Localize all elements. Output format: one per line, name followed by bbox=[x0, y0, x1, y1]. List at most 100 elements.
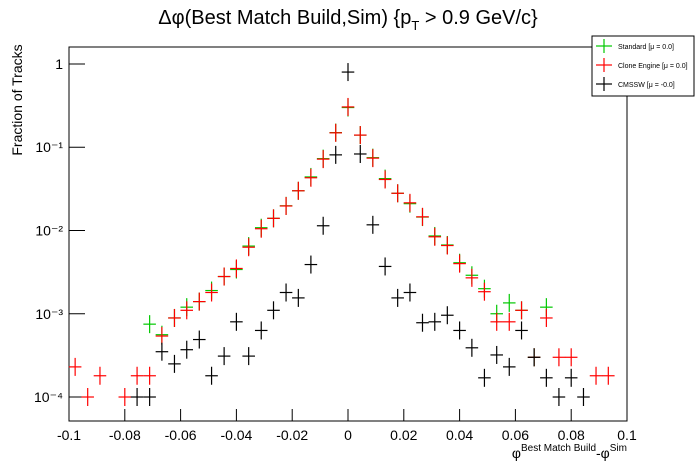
data-point bbox=[304, 255, 318, 274]
data-point bbox=[441, 306, 454, 325]
data-point bbox=[490, 345, 503, 364]
x-tick-label: 0 bbox=[344, 427, 352, 443]
legend-marker bbox=[596, 58, 612, 72]
data-point bbox=[577, 388, 590, 407]
data-point bbox=[242, 238, 255, 257]
x-tick-label: -0.02 bbox=[276, 427, 308, 443]
data-point bbox=[564, 368, 578, 387]
data-point bbox=[329, 123, 343, 142]
data-point bbox=[515, 321, 528, 340]
data-point bbox=[366, 215, 380, 234]
data-point bbox=[193, 292, 206, 311]
data-point bbox=[81, 388, 94, 407]
data-point bbox=[366, 149, 380, 168]
data-point bbox=[180, 301, 194, 320]
data-point bbox=[143, 366, 156, 385]
legend-marker bbox=[596, 39, 612, 53]
data-point bbox=[68, 357, 82, 376]
data-point bbox=[254, 321, 268, 340]
x-tick-label: -0.08 bbox=[109, 427, 141, 443]
data-point bbox=[403, 193, 417, 212]
data-point bbox=[478, 368, 491, 387]
data-point bbox=[540, 308, 553, 327]
x-tick-label: 0.02 bbox=[390, 427, 417, 443]
data-point bbox=[168, 308, 181, 327]
data-point bbox=[441, 236, 454, 255]
data-point bbox=[564, 348, 578, 367]
data-point bbox=[527, 348, 541, 367]
data-point bbox=[341, 97, 355, 116]
data-point bbox=[428, 312, 442, 331]
data-point bbox=[130, 366, 144, 385]
x-tick-label: -0.1 bbox=[57, 427, 81, 443]
data-point bbox=[490, 312, 503, 331]
data-point bbox=[552, 388, 566, 407]
data-point bbox=[403, 283, 417, 302]
data-point bbox=[515, 301, 528, 320]
data-point bbox=[130, 388, 144, 407]
data-point bbox=[540, 368, 553, 387]
legend-label: CMSSW [μ = -0.0] bbox=[618, 82, 675, 89]
data-point bbox=[279, 196, 293, 215]
x-tick-label: 0.08 bbox=[558, 427, 585, 443]
data-point bbox=[267, 209, 280, 228]
x-tick-label: 0.04 bbox=[446, 427, 473, 443]
data-point bbox=[217, 347, 231, 366]
data-point bbox=[552, 348, 566, 367]
data-point bbox=[304, 168, 318, 187]
data-point bbox=[341, 63, 355, 82]
data-point bbox=[143, 388, 156, 407]
y-tick-label: 10⁻² bbox=[35, 223, 63, 239]
y-tick-label: 10⁻³ bbox=[35, 306, 63, 322]
data-point bbox=[267, 301, 280, 320]
data-point bbox=[316, 150, 330, 169]
data-point bbox=[205, 366, 218, 385]
data-point bbox=[205, 283, 218, 302]
data-point bbox=[416, 207, 429, 226]
data-point bbox=[93, 366, 107, 385]
data-point bbox=[217, 267, 231, 286]
y-axis-label: Fraction of Tracks bbox=[9, 44, 25, 155]
data-point bbox=[292, 181, 305, 200]
data-point bbox=[254, 219, 268, 238]
data-point bbox=[502, 357, 516, 376]
data-point bbox=[378, 257, 392, 276]
data-point bbox=[453, 254, 466, 273]
data-point bbox=[416, 313, 429, 332]
data-point bbox=[155, 327, 169, 346]
series bbox=[130, 63, 590, 407]
data-point bbox=[193, 330, 206, 349]
data-point bbox=[230, 312, 243, 331]
legend-marker bbox=[596, 77, 612, 91]
y-tick-label: 10⁻¹ bbox=[35, 139, 63, 155]
data-point bbox=[292, 288, 305, 307]
data-point bbox=[502, 312, 516, 331]
data-point bbox=[502, 293, 516, 312]
data-point bbox=[602, 366, 615, 385]
x-axis-label: φBest Match Build-φSim bbox=[512, 443, 627, 461]
data-point bbox=[118, 388, 132, 407]
data-point bbox=[168, 354, 181, 373]
data-point bbox=[391, 184, 404, 203]
data-point bbox=[353, 144, 367, 163]
data-point bbox=[329, 145, 343, 164]
legend-label: Clone Engine [μ = 0.0] bbox=[618, 63, 688, 70]
legend-label: Standard [μ = 0.0] bbox=[618, 44, 674, 51]
data-point bbox=[465, 268, 479, 287]
data-point bbox=[453, 321, 466, 340]
data-point bbox=[465, 338, 479, 357]
data-point bbox=[391, 288, 404, 307]
x-tick-label: 0.1 bbox=[617, 427, 637, 443]
data-point bbox=[589, 366, 603, 385]
data-point bbox=[180, 340, 194, 359]
data-point bbox=[230, 259, 243, 278]
series bbox=[68, 97, 615, 407]
x-tick-label: -0.06 bbox=[165, 427, 197, 443]
data-point bbox=[478, 282, 491, 301]
chart-title: Δφ(Best Match Build,Sim) {pT > 0.9 GeV/c… bbox=[158, 7, 538, 33]
data-point bbox=[279, 283, 293, 302]
data-point bbox=[428, 227, 442, 246]
x-tick-label: 0.06 bbox=[502, 427, 529, 443]
data-point bbox=[316, 216, 330, 235]
